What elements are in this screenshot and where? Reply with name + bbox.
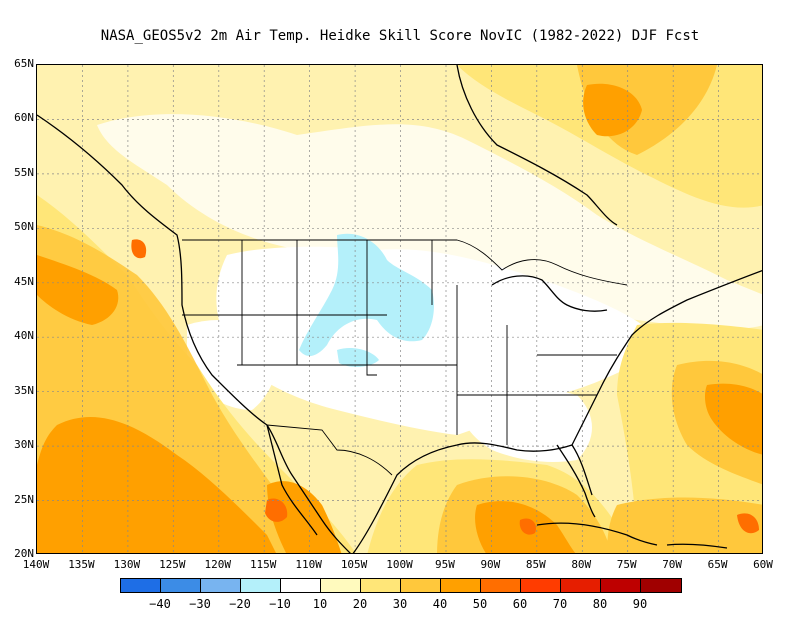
longitude-label: 105W xyxy=(340,558,368,571)
longitude-label: 70W xyxy=(662,558,683,571)
atlantic-coast xyxy=(571,270,762,446)
latitude-label: 50N xyxy=(14,220,34,234)
pacific-coast xyxy=(37,114,351,553)
latitude-label: 20N xyxy=(14,547,34,560)
political-borders xyxy=(182,239,628,476)
orange-hotspot-hudson xyxy=(583,83,642,137)
colorbar-tick-label: 90 xyxy=(632,597,648,611)
colorbar-swatch xyxy=(641,579,681,592)
colorbar-tick-label: 50 xyxy=(472,597,488,611)
longitude-label: 125W xyxy=(159,558,186,571)
longitude-label: 135W xyxy=(68,558,95,571)
longitude-label: 75W xyxy=(616,558,637,571)
colorbar-swatch xyxy=(401,579,441,592)
colorbar-tick-label: 20 xyxy=(352,597,368,611)
white-region-southeast xyxy=(457,387,592,462)
coastlines xyxy=(37,65,762,553)
dark-orange-spot-gulf xyxy=(519,518,536,535)
colorbar-tick-label: −30 xyxy=(189,597,211,611)
map-title: NASA_GEOS5v2 2m Air Temp. Heidke Skill S… xyxy=(100,28,700,44)
us-mexico-border xyxy=(266,424,393,476)
colorbar xyxy=(120,578,682,593)
us-canada-border xyxy=(182,239,628,286)
colorbar-swatch xyxy=(201,579,241,592)
hispaniola xyxy=(666,543,728,549)
longitude-label: 60W xyxy=(753,558,773,571)
latitude-label: 45N xyxy=(14,274,34,288)
great-lakes xyxy=(491,275,608,312)
state-line-3 xyxy=(366,240,377,376)
orange-hotspot-pacific-nw xyxy=(37,255,119,325)
latitude-label: 35N xyxy=(14,383,34,397)
dark-orange-spot-caribbean xyxy=(737,513,759,534)
dark-orange-spot-pacific-nw xyxy=(131,239,147,259)
latitude-label: 40N xyxy=(14,329,34,343)
longitude-label: 110W xyxy=(295,558,322,571)
gulf-coast xyxy=(352,442,593,553)
longitude-label: 95W xyxy=(435,558,455,571)
orange-region-caribbean xyxy=(607,497,762,553)
longitude-label: 140W xyxy=(22,558,50,571)
negative-skill-small xyxy=(337,348,379,367)
baja-peninsula xyxy=(266,424,318,536)
longitude-label: 90W xyxy=(480,558,501,571)
colorbar-tick-label: 30 xyxy=(392,597,408,611)
colorbar-tick-label: 60 xyxy=(512,597,528,611)
longitude-label: 85W xyxy=(525,558,546,571)
latitude-label: 25N xyxy=(14,492,34,506)
colorbar-swatch xyxy=(121,579,161,592)
longitude-label: 100W xyxy=(386,558,413,571)
colorbar-tick-label: 70 xyxy=(552,597,568,611)
colorbar-swatch xyxy=(361,579,401,592)
longitude-label: 80W xyxy=(571,558,592,571)
colorbar-tick-label: 40 xyxy=(432,597,448,611)
longitude-label: 115W xyxy=(249,558,277,571)
map-panel xyxy=(36,64,763,554)
orange-hotspot-pacific xyxy=(37,417,276,553)
latitude-label: 30N xyxy=(14,438,34,452)
longitude-label: 120W xyxy=(204,558,232,571)
latitude-label: 55N xyxy=(14,165,34,179)
hudson-bay xyxy=(456,65,618,226)
latitude-label: 60N xyxy=(14,111,34,125)
gridlines xyxy=(37,65,762,553)
cuba xyxy=(536,522,658,546)
colorbar-swatch xyxy=(241,579,281,592)
colorbar-swatch xyxy=(521,579,561,592)
colorbar-tick-label: −40 xyxy=(149,597,171,611)
colorbar-swatch xyxy=(561,579,601,592)
florida xyxy=(556,444,596,518)
colorbar-swatch xyxy=(161,579,201,592)
colorbar-swatch xyxy=(481,579,521,592)
dark-orange-spot-pacific xyxy=(265,498,288,522)
orange-hotspot-atlantic xyxy=(704,383,762,455)
latitude-label: 65N xyxy=(14,57,34,70)
colorbar-swatch xyxy=(321,579,361,592)
colorbar-tick-label: 80 xyxy=(592,597,608,611)
longitude-label: 65W xyxy=(707,558,728,571)
colorbar-tick-label: −10 xyxy=(269,597,291,611)
colorbar-swatch xyxy=(281,579,321,592)
longitude-label: 130W xyxy=(113,558,141,571)
colorbar-swatch xyxy=(601,579,641,592)
skill-score-map xyxy=(37,65,762,553)
colorbar-swatch xyxy=(441,579,481,592)
colorbar-tick-label: −20 xyxy=(229,597,251,611)
pale-region-canada xyxy=(97,114,762,330)
colorbar-tick-label: 10 xyxy=(312,597,328,611)
